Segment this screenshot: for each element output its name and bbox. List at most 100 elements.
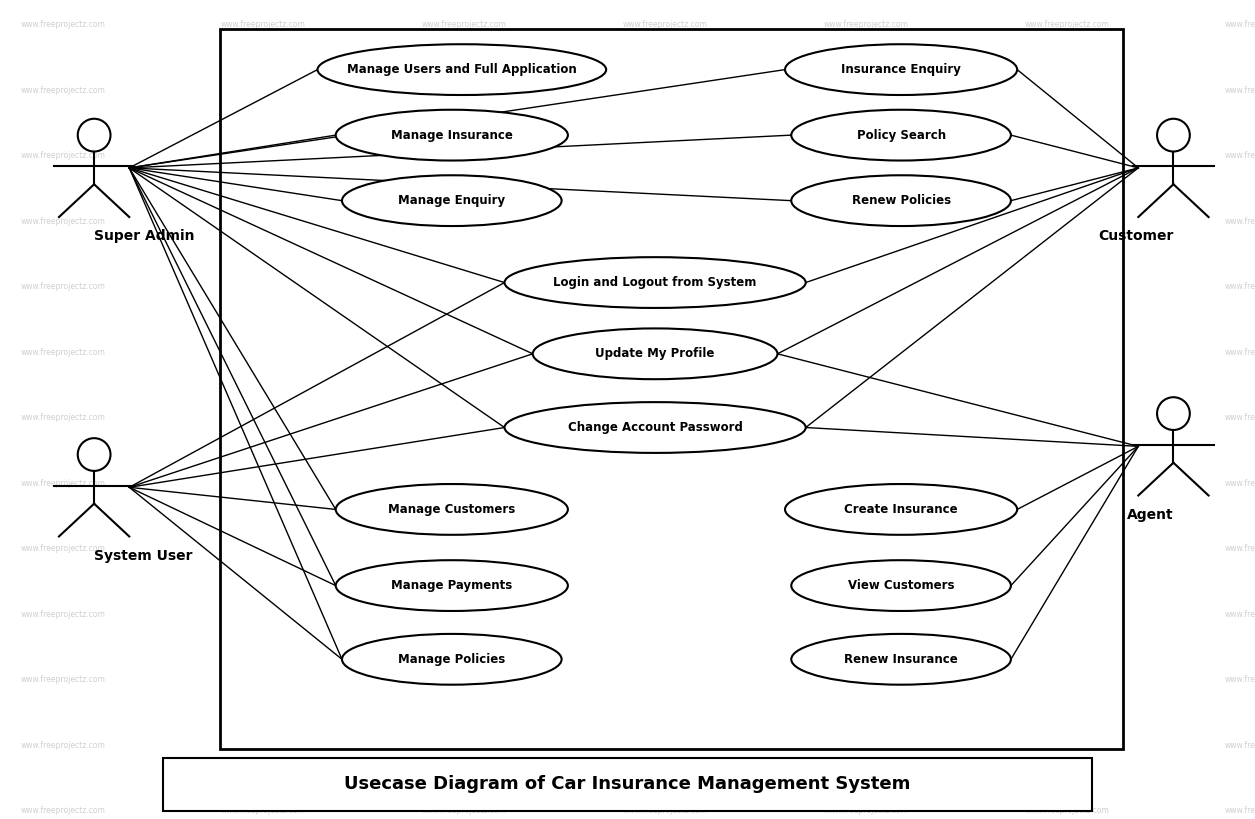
Text: Manage Enquiry: Manage Enquiry [398,194,506,207]
Ellipse shape [78,119,110,152]
Text: www.freeprojectz.com: www.freeprojectz.com [622,807,708,815]
Text: www.freeprojectz.com: www.freeprojectz.com [1024,545,1109,553]
Text: www.freeprojectz.com: www.freeprojectz.com [20,217,105,225]
Text: www.freeprojectz.com: www.freeprojectz.com [622,20,708,29]
Text: Renew Policies: Renew Policies [852,194,950,207]
Text: www.freeprojectz.com: www.freeprojectz.com [422,20,507,29]
Ellipse shape [505,402,806,453]
Text: www.freeprojectz.com: www.freeprojectz.com [1024,676,1109,684]
Text: Super Admin: Super Admin [94,229,195,243]
Text: Change Account Password: Change Account Password [567,421,743,434]
Text: www.freeprojectz.com: www.freeprojectz.com [20,20,105,29]
Text: www.freeprojectz.com: www.freeprojectz.com [221,676,306,684]
Text: www.freeprojectz.com: www.freeprojectz.com [622,676,708,684]
Text: www.freeprojectz.com: www.freeprojectz.com [221,217,306,225]
Text: www.freeprojectz.com: www.freeprojectz.com [823,217,909,225]
Text: www.freeprojectz.com: www.freeprojectz.com [1225,807,1255,815]
Ellipse shape [786,44,1017,95]
Ellipse shape [341,175,561,226]
Ellipse shape [336,110,569,161]
Text: www.freeprojectz.com: www.freeprojectz.com [622,152,708,160]
Ellipse shape [336,560,569,611]
Text: www.freeprojectz.com: www.freeprojectz.com [422,348,507,356]
Text: www.freeprojectz.com: www.freeprojectz.com [823,676,909,684]
Ellipse shape [1157,119,1190,152]
Text: www.freeprojectz.com: www.freeprojectz.com [1225,217,1255,225]
Text: www.freeprojectz.com: www.freeprojectz.com [823,20,909,29]
Text: www.freeprojectz.com: www.freeprojectz.com [422,545,507,553]
Ellipse shape [78,438,110,471]
Text: www.freeprojectz.com: www.freeprojectz.com [221,348,306,356]
Text: www.freeprojectz.com: www.freeprojectz.com [422,479,507,487]
Text: Manage Users and Full Application: Manage Users and Full Application [346,63,577,76]
Ellipse shape [341,634,561,685]
Text: www.freeprojectz.com: www.freeprojectz.com [20,741,105,749]
Text: www.freeprojectz.com: www.freeprojectz.com [422,152,507,160]
Text: www.freeprojectz.com: www.freeprojectz.com [422,741,507,749]
Text: www.freeprojectz.com: www.freeprojectz.com [1225,741,1255,749]
Ellipse shape [336,484,569,535]
Ellipse shape [791,175,1012,226]
Text: www.freeprojectz.com: www.freeprojectz.com [622,217,708,225]
Text: Manage Policies: Manage Policies [398,653,506,666]
Text: www.freeprojectz.com: www.freeprojectz.com [823,414,909,422]
Text: www.freeprojectz.com: www.freeprojectz.com [1024,741,1109,749]
Text: www.freeprojectz.com: www.freeprojectz.com [622,545,708,553]
Text: www.freeprojectz.com: www.freeprojectz.com [1225,283,1255,291]
Text: www.freeprojectz.com: www.freeprojectz.com [1024,807,1109,815]
Text: www.freeprojectz.com: www.freeprojectz.com [1024,414,1109,422]
Text: www.freeprojectz.com: www.freeprojectz.com [221,741,306,749]
Text: Policy Search: Policy Search [856,129,946,142]
Text: www.freeprojectz.com: www.freeprojectz.com [20,283,105,291]
Text: www.freeprojectz.com: www.freeprojectz.com [823,152,909,160]
Text: System User: System User [94,549,192,563]
Text: Login and Logout from System: Login and Logout from System [553,276,757,289]
Text: www.freeprojectz.com: www.freeprojectz.com [1024,86,1109,94]
Text: www.freeprojectz.com: www.freeprojectz.com [823,545,909,553]
Text: www.freeprojectz.com: www.freeprojectz.com [823,86,909,94]
Text: www.freeprojectz.com: www.freeprojectz.com [221,283,306,291]
Text: www.freeprojectz.com: www.freeprojectz.com [221,152,306,160]
Text: www.freeprojectz.com: www.freeprojectz.com [1225,152,1255,160]
Text: Manage Insurance: Manage Insurance [390,129,513,142]
Text: www.freeprojectz.com: www.freeprojectz.com [20,348,105,356]
Text: www.freeprojectz.com: www.freeprojectz.com [422,217,507,225]
Text: www.freeprojectz.com: www.freeprojectz.com [622,414,708,422]
Text: www.freeprojectz.com: www.freeprojectz.com [1024,20,1109,29]
Text: www.freeprojectz.com: www.freeprojectz.com [221,414,306,422]
Text: www.freeprojectz.com: www.freeprojectz.com [1024,479,1109,487]
Text: www.freeprojectz.com: www.freeprojectz.com [823,741,909,749]
Text: www.freeprojectz.com: www.freeprojectz.com [422,414,507,422]
Ellipse shape [791,110,1012,161]
Text: www.freeprojectz.com: www.freeprojectz.com [622,86,708,94]
Text: www.freeprojectz.com: www.freeprojectz.com [1024,152,1109,160]
Ellipse shape [1157,397,1190,430]
Text: www.freeprojectz.com: www.freeprojectz.com [823,348,909,356]
Text: www.freeprojectz.com: www.freeprojectz.com [221,610,306,618]
Text: www.freeprojectz.com: www.freeprojectz.com [1225,348,1255,356]
Text: www.freeprojectz.com: www.freeprojectz.com [1024,283,1109,291]
Text: Customer: Customer [1098,229,1173,243]
Text: www.freeprojectz.com: www.freeprojectz.com [221,479,306,487]
Text: www.freeprojectz.com: www.freeprojectz.com [823,807,909,815]
Ellipse shape [791,560,1012,611]
Text: www.freeprojectz.com: www.freeprojectz.com [422,283,507,291]
Text: www.freeprojectz.com: www.freeprojectz.com [1024,610,1109,618]
Ellipse shape [318,44,606,95]
Text: www.freeprojectz.com: www.freeprojectz.com [422,610,507,618]
Text: www.freeprojectz.com: www.freeprojectz.com [1225,86,1255,94]
Text: www.freeprojectz.com: www.freeprojectz.com [622,741,708,749]
Text: www.freeprojectz.com: www.freeprojectz.com [622,348,708,356]
Text: www.freeprojectz.com: www.freeprojectz.com [221,807,306,815]
Text: Create Insurance: Create Insurance [845,503,958,516]
Text: www.freeprojectz.com: www.freeprojectz.com [823,479,909,487]
Text: www.freeprojectz.com: www.freeprojectz.com [20,676,105,684]
Text: www.freeprojectz.com: www.freeprojectz.com [1225,20,1255,29]
Text: www.freeprojectz.com: www.freeprojectz.com [1225,676,1255,684]
Text: www.freeprojectz.com: www.freeprojectz.com [1024,217,1109,225]
Text: www.freeprojectz.com: www.freeprojectz.com [823,610,909,618]
Text: www.freeprojectz.com: www.freeprojectz.com [622,479,708,487]
Text: www.freeprojectz.com: www.freeprojectz.com [20,86,105,94]
Text: www.freeprojectz.com: www.freeprojectz.com [20,414,105,422]
Text: www.freeprojectz.com: www.freeprojectz.com [823,283,909,291]
